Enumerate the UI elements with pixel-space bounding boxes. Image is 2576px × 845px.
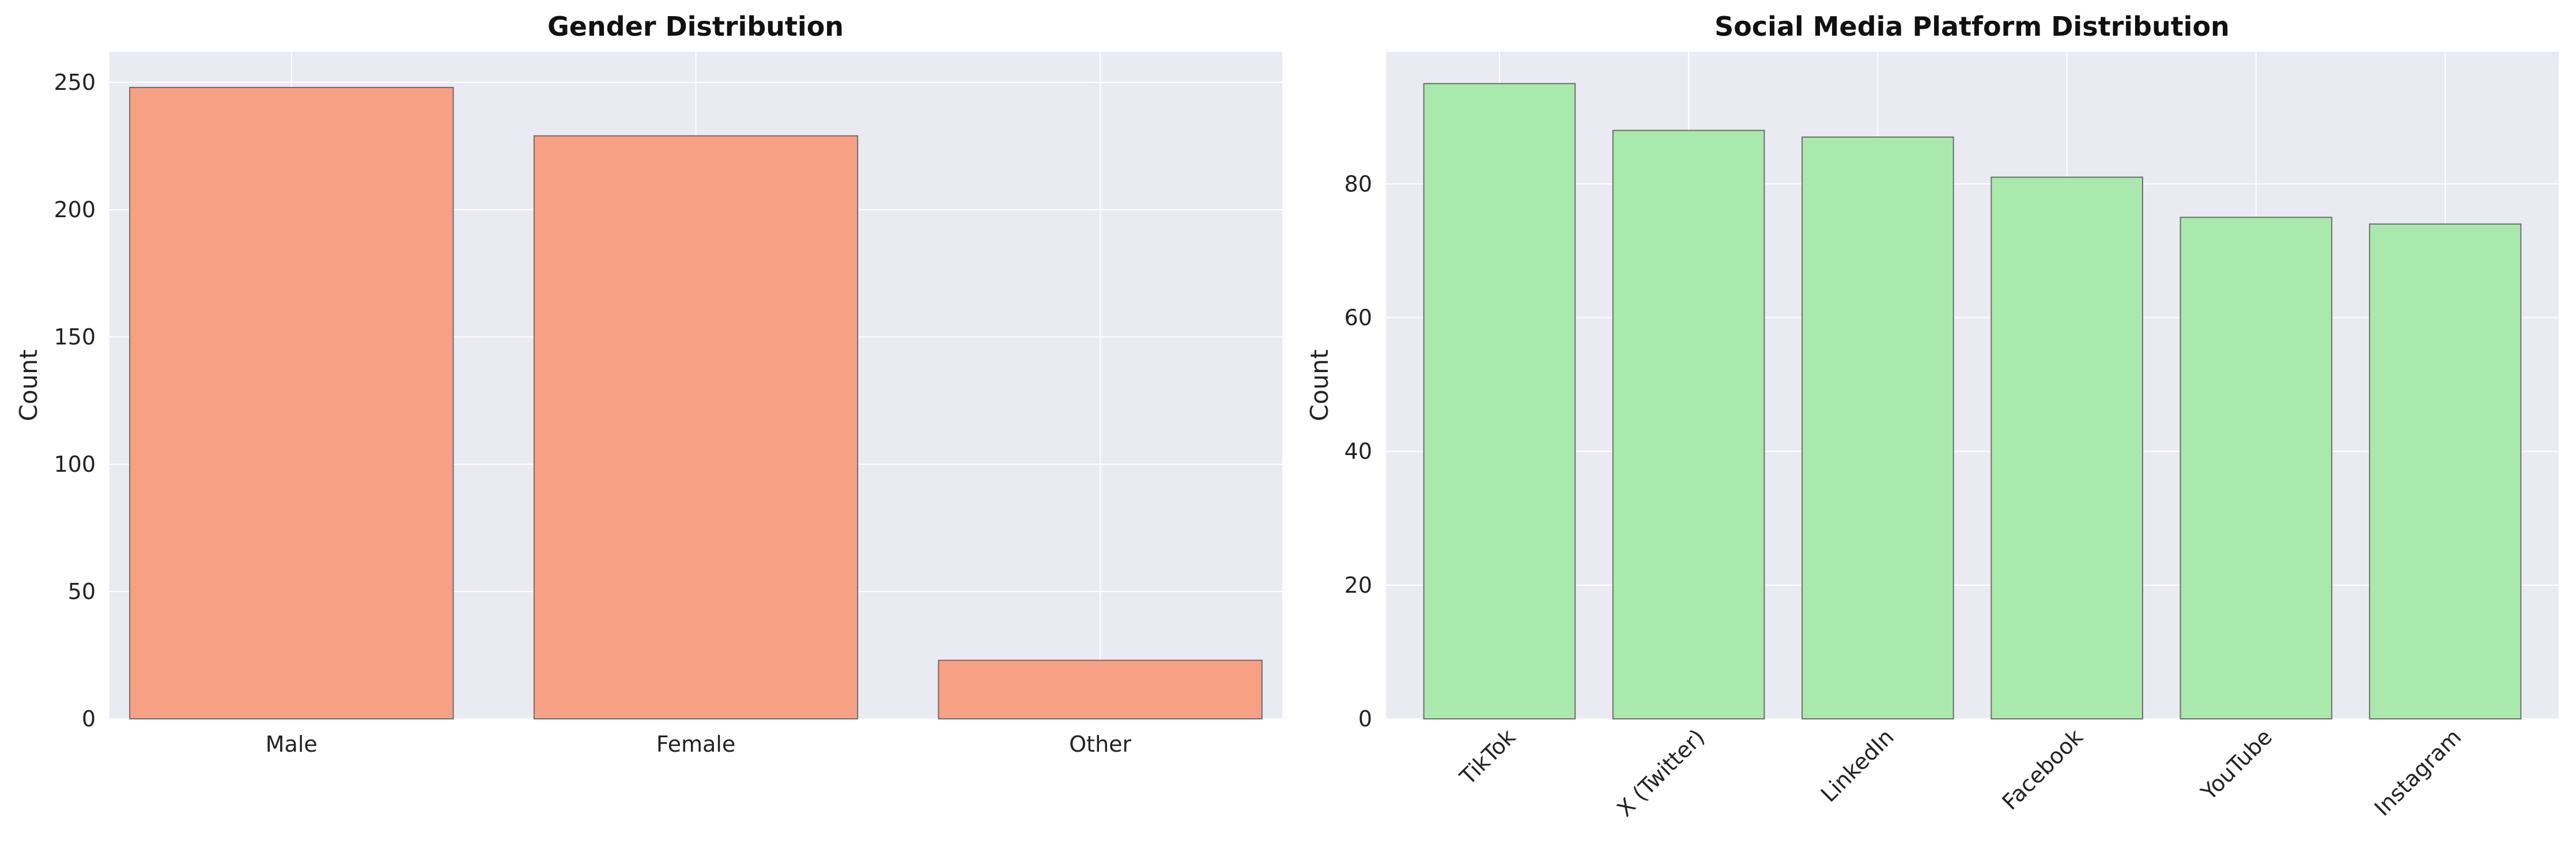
y-tick-label: 200 xyxy=(54,197,96,222)
y-tick-label: 150 xyxy=(54,324,96,350)
x-tick-label: TikTok xyxy=(1455,724,1520,790)
x-ticks: Male Female Other xyxy=(266,732,1132,757)
y-tick-label: 0 xyxy=(1358,706,1372,732)
bar-instagram xyxy=(2369,223,2522,720)
bar-female xyxy=(533,135,859,719)
y-tick-label: 80 xyxy=(1344,171,1372,196)
y-tick-label: 60 xyxy=(1344,305,1372,330)
chart-title: Social Media Platform Distribution xyxy=(1714,11,2230,42)
y-tick-label: 100 xyxy=(54,452,96,477)
x-tick-label: LinkedIn xyxy=(1816,724,1899,807)
bars xyxy=(1423,83,2522,720)
y-tick-label: 50 xyxy=(68,579,96,604)
bar-x-twitter xyxy=(1612,130,1765,720)
x-ticks: TikTok X (Twitter) LinkedIn Facebook YouTube… xyxy=(1455,724,2466,821)
bar-other xyxy=(938,660,1263,719)
x-tick-label: Female xyxy=(656,732,735,757)
chart-title: Gender Distribution xyxy=(547,11,844,42)
y-ticks: 0 20 40 60 80 xyxy=(1344,171,1372,732)
y-tick-label: 0 xyxy=(82,706,96,732)
y-tick-label: 250 xyxy=(54,70,96,95)
x-tick-label: Instagram xyxy=(2370,724,2467,821)
x-tick-label: X (Twitter) xyxy=(1612,724,1709,821)
bar-linkedin xyxy=(1801,137,1954,720)
x-tick-label: Other xyxy=(1069,732,1131,757)
x-tick-label: Male xyxy=(266,732,318,757)
bar-tiktok xyxy=(1423,83,1576,720)
x-tick-label: YouTube xyxy=(2196,724,2277,805)
y-axis-label: Count xyxy=(14,350,43,422)
y-axis-label: Count xyxy=(1305,350,1334,422)
y-tick-label: 40 xyxy=(1344,439,1372,464)
platform-distribution-chart: 0 20 40 60 80 TikTok X (Twitter) LinkedIn Faceb… xyxy=(1305,11,2559,821)
gender-distribution-chart: 0 50 100 150 200 250 Male Female Other Gender D… xyxy=(14,11,1282,757)
y-ticks: 0 50 100 150 200 250 xyxy=(54,70,96,732)
bar-facebook xyxy=(1990,176,2143,719)
plot-area xyxy=(1386,52,2559,719)
y-tick-label: 20 xyxy=(1344,573,1372,598)
bar-male xyxy=(129,86,454,720)
x-tick-label: Facebook xyxy=(1997,724,2088,814)
bars xyxy=(129,86,1263,720)
bar-youtube xyxy=(2180,217,2333,719)
